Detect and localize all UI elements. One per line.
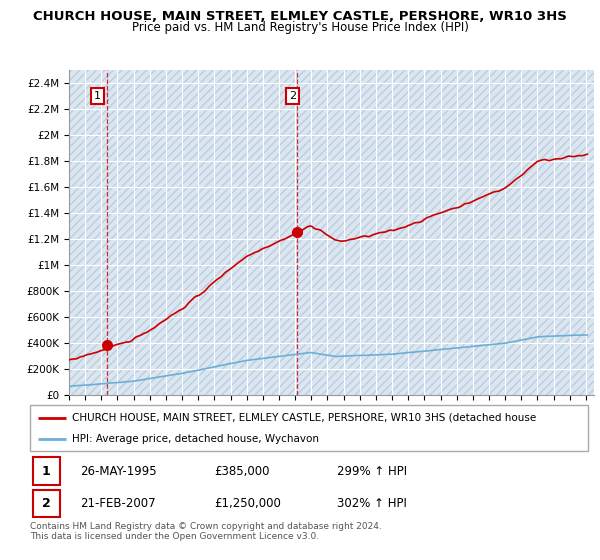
FancyBboxPatch shape [33,489,59,517]
Text: HPI: Average price, detached house, Wychavon: HPI: Average price, detached house, Wych… [72,435,319,444]
Text: 302% ↑ HPI: 302% ↑ HPI [337,497,407,510]
Text: Price paid vs. HM Land Registry's House Price Index (HPI): Price paid vs. HM Land Registry's House … [131,21,469,34]
Text: 2: 2 [42,497,50,510]
Text: CHURCH HOUSE, MAIN STREET, ELMLEY CASTLE, PERSHORE, WR10 3HS (detached house: CHURCH HOUSE, MAIN STREET, ELMLEY CASTLE… [72,413,536,423]
Text: £385,000: £385,000 [214,465,269,478]
FancyBboxPatch shape [30,405,588,451]
Text: 26-MAY-1995: 26-MAY-1995 [80,465,157,478]
Text: 299% ↑ HPI: 299% ↑ HPI [337,465,407,478]
Text: Contains HM Land Registry data © Crown copyright and database right 2024.
This d: Contains HM Land Registry data © Crown c… [30,522,382,542]
FancyBboxPatch shape [33,458,59,484]
Text: £1,250,000: £1,250,000 [214,497,281,510]
Text: CHURCH HOUSE, MAIN STREET, ELMLEY CASTLE, PERSHORE, WR10 3HS: CHURCH HOUSE, MAIN STREET, ELMLEY CASTLE… [33,10,567,23]
Text: 2: 2 [289,91,296,101]
Text: 21-FEB-2007: 21-FEB-2007 [80,497,156,510]
Text: 1: 1 [42,465,50,478]
Text: 1: 1 [94,91,101,101]
